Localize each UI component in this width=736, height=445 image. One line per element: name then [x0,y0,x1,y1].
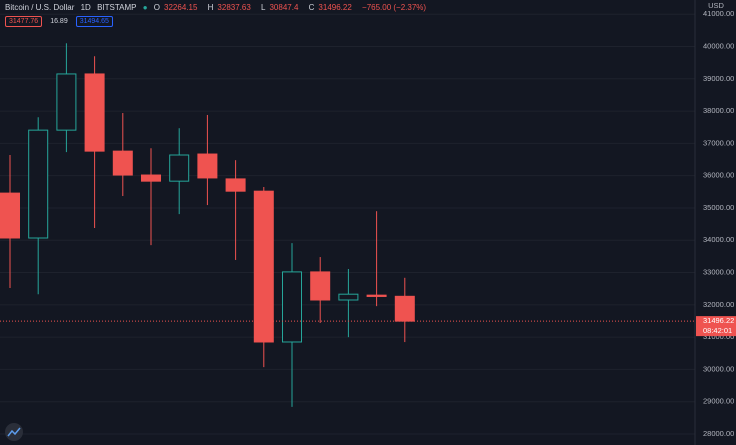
candle-body [338,293,359,301]
candle-body [0,192,20,239]
bid[interactable]: 31477.76 [5,16,43,27]
ohlc-label: O [153,3,161,12]
symbol: Bitcoin / U.S. Dollar [5,3,75,12]
candle-body [253,190,274,343]
y-tick-label: 30000.00 [703,364,734,373]
candle-body [112,150,133,176]
countdown: 08:42:01 [703,326,732,335]
ohlc-label: L [261,3,266,12]
y-tick-label: 40000.00 [703,41,734,50]
legend: Bitcoin / U.S. Dollar 1D BITSTAMP ● O 322… [5,3,430,12]
candle-body [197,153,218,179]
candle-body [394,295,415,322]
ohlc-value: 32264.15 [164,3,198,12]
logo-icon [7,427,21,437]
change: −765.00 (−2.37%) [362,3,427,12]
price-axis [695,0,736,445]
ohlc-value: 32837.63 [217,3,251,12]
y-tick-label: 31000.00 [703,332,734,341]
quote: 31477.76 16.89 31494.65 [5,16,113,27]
y-tick-label: 28000.00 [703,429,734,438]
y-tick-label: 32000.00 [703,300,734,309]
last-price-tag [696,316,736,337]
y-tick-label: 39000.00 [703,74,734,83]
candle-body [225,178,246,192]
candle-body [56,73,77,131]
spread: 16.89 [50,18,68,25]
last-price-label: 31496.22 [703,316,734,325]
y-tick-label: 34000.00 [703,235,734,244]
status-dot: ● [142,3,148,12]
y-tick-label: 36000.00 [703,171,734,180]
interval: 1D [80,3,91,12]
y-tick-label: 38000.00 [703,106,734,115]
ohlc-label: C [308,3,315,12]
candle-body [84,73,105,152]
ohlc-value: 31496.22 [318,3,352,12]
axis-unit: USD [708,1,724,10]
candle-body [282,271,302,343]
ask[interactable]: 31494.65 [75,16,113,27]
candle-body [366,294,387,297]
candle-body [310,271,331,301]
y-tick-label: 41000.00 [703,9,734,18]
ohlc-label: H [207,3,214,12]
y-tick-label: 33000.00 [703,268,734,277]
y-tick-label: 35000.00 [703,203,734,212]
y-tick-label: 29000.00 [703,397,734,406]
y-tick-label: 37000.00 [703,138,734,147]
candle-body [141,174,161,182]
candle-body [28,129,49,239]
ohlc-value: 30847.4 [269,3,299,12]
candle-body [169,154,190,182]
exchange: BITSTAMP [97,3,137,12]
